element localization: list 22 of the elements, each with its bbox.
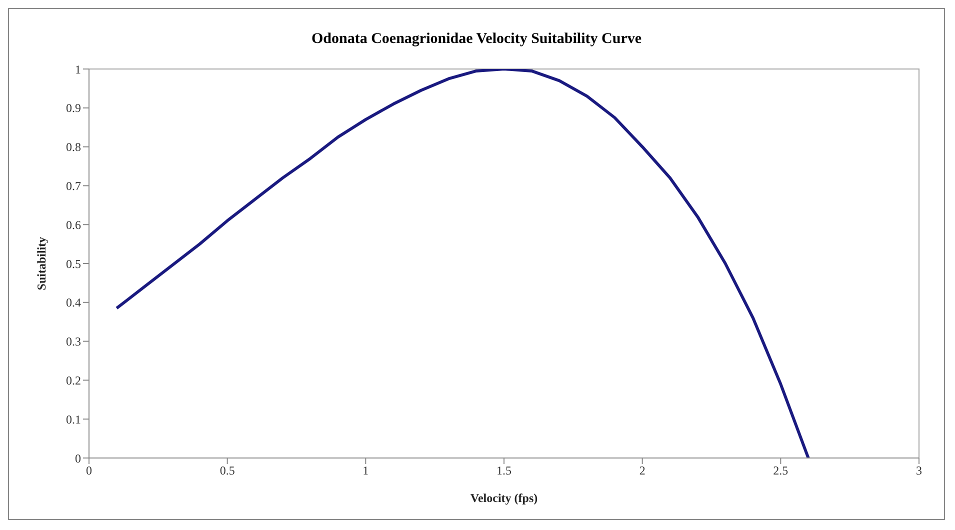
y-tick-label: 0.9 [66,101,81,116]
y-tick-label: 0.2 [66,373,81,388]
x-axis-title: Velocity (fps) [470,491,538,505]
y-tick-label: 0.7 [66,178,81,193]
y-tick-label: 0.6 [66,218,81,232]
y-tick-label: 0.3 [66,334,81,349]
chart-title: Odonata Coenagrionidae Velocity Suitability Curve [310,31,643,49]
line-series [115,69,810,458]
x-tick-label: 1 [362,464,369,478]
x-tick-label: 2 [639,464,646,478]
x-tick-label: 3 [916,464,922,478]
y-tick-label: 0.1 [66,412,81,426]
x-tick-label: 1.5 [496,464,512,478]
y-tick-label: 0.5 [66,256,81,271]
y-axis-title: Suitability [34,236,48,290]
y-tick-label: 1 [75,62,81,76]
x-tick-label: 2.5 [773,464,788,478]
y-tick-label: 0 [75,451,81,466]
x-tick-label: 0 [86,464,92,478]
x-tick-label: 0.5 [220,464,235,478]
y-tick-label: 0.8 [66,140,81,154]
y-tick-label: 0.4 [66,296,81,310]
